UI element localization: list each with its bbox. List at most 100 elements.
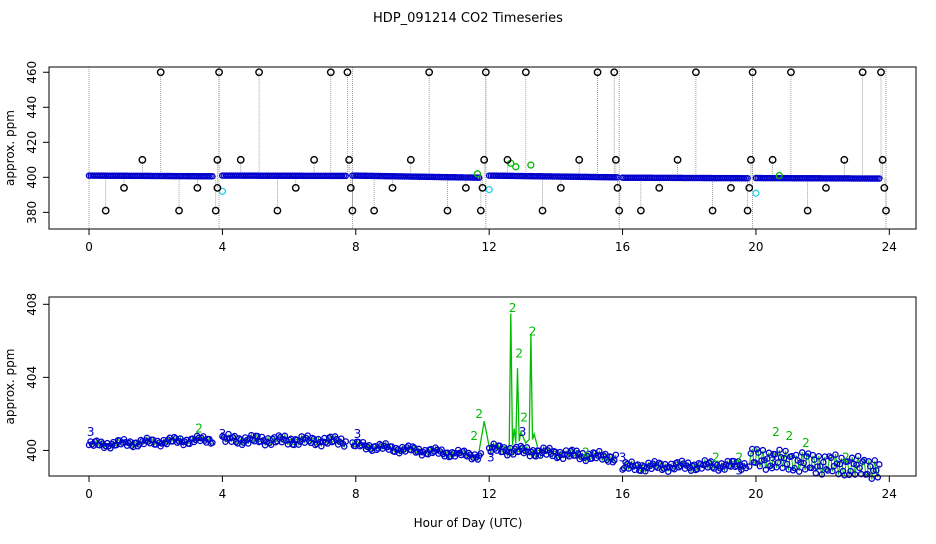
y-tick-label: 460 <box>25 61 39 84</box>
cyan-data-point <box>485 185 493 194</box>
blue-data-point <box>263 438 270 446</box>
blue-data-point <box>859 458 866 465</box>
black-data-point <box>101 206 110 215</box>
blue-data-point <box>827 454 835 462</box>
black-data-point <box>521 68 530 77</box>
cyan-data-point <box>752 189 760 197</box>
blue-data-point <box>541 447 549 454</box>
black-data-point <box>743 206 752 215</box>
blue-data-point <box>758 457 765 464</box>
blue-data-point <box>808 464 815 472</box>
blue-data-point <box>798 449 806 456</box>
series-2-marker: 2 <box>475 407 483 421</box>
x-tick-label: 12 <box>482 487 497 501</box>
black-data-point <box>211 206 220 215</box>
x-tick-label: 4 <box>219 487 227 501</box>
blue-data-point <box>522 447 529 455</box>
blue-data-point <box>342 172 350 180</box>
black-data-point <box>310 155 319 164</box>
blue-data-point <box>712 460 719 467</box>
series-2-marker: 2 <box>509 301 517 315</box>
blue-data-point <box>836 460 844 468</box>
blue-data-point <box>619 466 626 473</box>
bottom-panel-frame <box>48 296 917 477</box>
black-data-point <box>476 206 485 215</box>
series-3-marker: 3 <box>87 425 95 439</box>
blue-data-point <box>342 438 350 445</box>
blue-data-point <box>854 452 862 460</box>
blue-data-point <box>626 461 634 469</box>
blue-data-point <box>777 454 785 461</box>
blue-data-point <box>415 445 423 453</box>
blue-data-point <box>870 467 877 475</box>
black-data-point <box>345 155 354 164</box>
series-3-marker: 3 <box>219 427 227 441</box>
blue-data-point <box>762 466 770 473</box>
black-data-point <box>236 155 245 164</box>
blue-data-point <box>821 453 829 460</box>
y-tick-label: 440 <box>25 96 39 119</box>
blue-data-point <box>856 464 863 472</box>
blue-data-point <box>249 436 257 444</box>
blue-data-point <box>774 459 782 466</box>
blue-data-point <box>752 459 759 467</box>
blue-data-point <box>280 436 287 443</box>
series-2-marker: 2 <box>520 411 528 425</box>
black-data-point <box>343 68 352 77</box>
black-data-point <box>768 155 777 164</box>
series-2-marker: 2 <box>735 451 743 465</box>
x-tick-label: 24 <box>882 487 897 501</box>
blue-data-point <box>706 459 713 467</box>
x-tick-label: 20 <box>748 487 763 501</box>
black-data-point <box>175 206 183 215</box>
blue-data-point <box>823 466 830 473</box>
x-axis-title: Hour of Day (UTC) <box>414 516 523 530</box>
blue-data-point <box>322 438 330 446</box>
black-data-point <box>575 155 584 164</box>
blue-data-point <box>876 175 883 182</box>
y-tick-label: 400 <box>25 439 39 462</box>
black-data-point <box>291 183 300 192</box>
black-data-point <box>655 183 664 192</box>
series-3-marker: 3 <box>487 451 495 465</box>
black-data-point <box>745 183 754 192</box>
blue-data-point <box>851 471 859 478</box>
x-tick-label: 0 <box>85 487 93 501</box>
blue-data-point <box>780 454 788 462</box>
series-2-marker: 2 <box>712 451 720 465</box>
blue-data-point <box>833 460 841 467</box>
blue-data-point <box>475 174 483 181</box>
blue-data-point <box>832 451 839 458</box>
black-data-point <box>747 155 755 164</box>
blue-data-point <box>373 446 380 454</box>
black-data-point <box>481 68 490 77</box>
blue-data-point <box>811 456 818 463</box>
blue-data-point <box>429 449 436 457</box>
blue-data-point <box>779 464 786 472</box>
black-data-point <box>213 155 222 164</box>
blue-data-point <box>746 463 753 470</box>
green-series-line <box>488 441 617 464</box>
black-data-point <box>538 206 547 215</box>
blue-data-point <box>874 474 882 481</box>
blue-data-point <box>771 451 779 458</box>
series-2-marker: 2 <box>470 429 478 443</box>
blue-data-point <box>873 467 880 474</box>
black-data-point <box>593 68 602 77</box>
black-data-point <box>727 183 735 192</box>
blue-data-point <box>782 447 789 455</box>
green-spike-line <box>478 313 539 451</box>
green-data-point <box>512 163 520 171</box>
blue-data-point <box>826 453 833 460</box>
blue-data-point <box>504 452 511 459</box>
blue-data-point <box>675 464 683 471</box>
black-data-point <box>461 183 470 192</box>
blue-data-point <box>119 439 126 446</box>
blue-data-point <box>759 446 767 454</box>
blue-data-point <box>817 462 824 470</box>
black-data-point <box>613 183 622 192</box>
black-data-point <box>880 183 889 192</box>
black-data-point <box>478 183 487 192</box>
black-data-point <box>326 68 335 77</box>
